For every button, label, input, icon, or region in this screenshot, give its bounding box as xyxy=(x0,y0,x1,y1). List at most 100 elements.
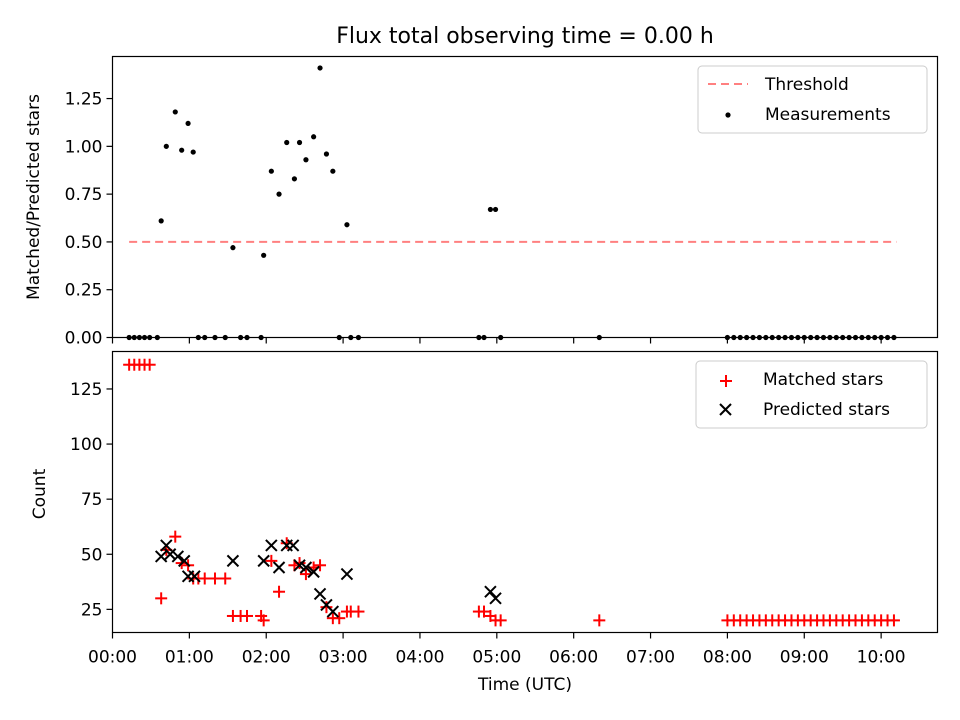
measurement-point xyxy=(750,334,756,341)
measurement-point xyxy=(276,191,282,197)
x-tick-label: 08:00 xyxy=(703,648,752,668)
matched-stars-point xyxy=(314,559,327,572)
measurement-point xyxy=(801,334,807,341)
predicted-stars-point xyxy=(313,587,327,601)
measurement-point xyxy=(872,334,878,341)
measurement-point xyxy=(814,334,820,341)
x-b xyxy=(484,585,497,598)
matched-stars-point xyxy=(265,554,278,567)
bottom-y-ticks: 25 50 75 100 125 xyxy=(70,380,113,620)
measurement-point xyxy=(769,334,775,341)
predicted-stars-point xyxy=(286,539,300,552)
measurement-point xyxy=(261,252,267,258)
x-tick-label: 04:00 xyxy=(395,648,444,668)
x-b xyxy=(160,539,173,552)
matched-stars-point xyxy=(494,614,507,627)
x-b xyxy=(286,539,300,552)
matched-stars-point xyxy=(299,568,312,581)
y-tick-label: 100 xyxy=(70,435,102,455)
y-tick-label: 0.50 xyxy=(65,233,103,253)
legend-threshold-label: Threshold xyxy=(764,75,849,95)
predicted-stars-point xyxy=(163,548,177,561)
measurement-point xyxy=(238,334,244,341)
matched-stars-point xyxy=(293,557,306,570)
matched-stars-point xyxy=(219,572,232,585)
x-b xyxy=(257,554,270,568)
measurement-point xyxy=(212,334,218,341)
top-y-ticks: 0.00 0.25 0.50 0.75 1.00 1.25 xyxy=(65,90,113,349)
measurement-point xyxy=(492,206,499,213)
measurement-point xyxy=(852,334,859,341)
predicted-stars-point xyxy=(489,592,502,605)
predicted-stars-point xyxy=(178,554,191,568)
measurement-point xyxy=(840,334,846,341)
measurement-point xyxy=(190,149,196,155)
measurement-point xyxy=(336,334,342,341)
x-axis-label: Time (UTC) xyxy=(477,675,572,695)
x-b xyxy=(326,605,340,618)
x-b xyxy=(163,548,177,561)
measurement-point xyxy=(311,134,317,140)
y-tick-label: 1.25 xyxy=(65,90,103,110)
x-tick-label: 06:00 xyxy=(549,648,598,668)
measurement-point xyxy=(202,334,208,341)
x-b xyxy=(307,565,320,579)
predicted-stars-point xyxy=(307,565,320,579)
measurement-point xyxy=(136,334,143,341)
measurement-point xyxy=(859,334,865,341)
measurement-point xyxy=(737,334,743,341)
measurement-point xyxy=(833,334,839,341)
x-b xyxy=(340,567,354,581)
predicted-stars-point xyxy=(265,539,278,552)
x-b xyxy=(178,554,191,568)
measurement-point xyxy=(756,334,763,341)
measurement-point xyxy=(348,334,354,341)
x-b xyxy=(489,592,502,605)
predicted-stars-point xyxy=(154,550,168,563)
measurement-point xyxy=(487,206,494,213)
measurement-point xyxy=(763,334,769,341)
bottom-marks xyxy=(123,358,900,627)
x-b xyxy=(154,550,168,563)
matched-stars-point xyxy=(143,358,156,371)
measurement-point xyxy=(158,218,164,224)
measurement-point xyxy=(865,334,871,341)
measurement-point xyxy=(724,334,731,341)
y-tick-label: 50 xyxy=(81,545,103,565)
measurement-point xyxy=(498,334,504,341)
predicted-stars-point xyxy=(272,561,286,574)
predicted-stars-point xyxy=(340,567,354,581)
measurement-point xyxy=(795,334,801,341)
x-tick-label: 07:00 xyxy=(626,648,675,668)
measurement-point xyxy=(291,176,298,182)
x-tick-label: 09:00 xyxy=(780,648,829,668)
matched-stars-point xyxy=(208,572,221,585)
measurement-point xyxy=(230,245,236,251)
x-tick-label: 01:00 xyxy=(165,648,214,668)
matched-stars-point xyxy=(257,614,270,627)
matched-stars-point xyxy=(273,585,286,598)
matched-stars-point xyxy=(320,601,333,614)
measurement-point xyxy=(776,334,782,341)
measurement-point xyxy=(788,334,795,341)
y-tick-label: 125 xyxy=(70,380,102,400)
chart-title: Flux total observing time = 0.00 h xyxy=(336,24,714,49)
predicted-stars-point xyxy=(484,585,497,598)
measurement-point xyxy=(808,334,814,341)
legend-measurements-label: Measurements xyxy=(765,105,891,125)
measurement-point xyxy=(222,334,228,341)
measurement-point xyxy=(878,334,884,341)
measurement-point xyxy=(731,334,737,341)
y-tick-label: 75 xyxy=(81,490,103,510)
predicted-stars-point xyxy=(299,561,313,574)
y-tick-label: 0.00 xyxy=(65,329,103,349)
bottom-plot-frame xyxy=(111,350,939,634)
measurement-point xyxy=(195,334,201,341)
measurement-point xyxy=(596,334,602,341)
matched-stars-point xyxy=(593,614,606,627)
measurement-point xyxy=(827,334,833,341)
matched-stars-point xyxy=(352,605,365,618)
measurement-point xyxy=(355,334,362,341)
measurement-point xyxy=(172,109,178,115)
x-b xyxy=(293,559,306,572)
